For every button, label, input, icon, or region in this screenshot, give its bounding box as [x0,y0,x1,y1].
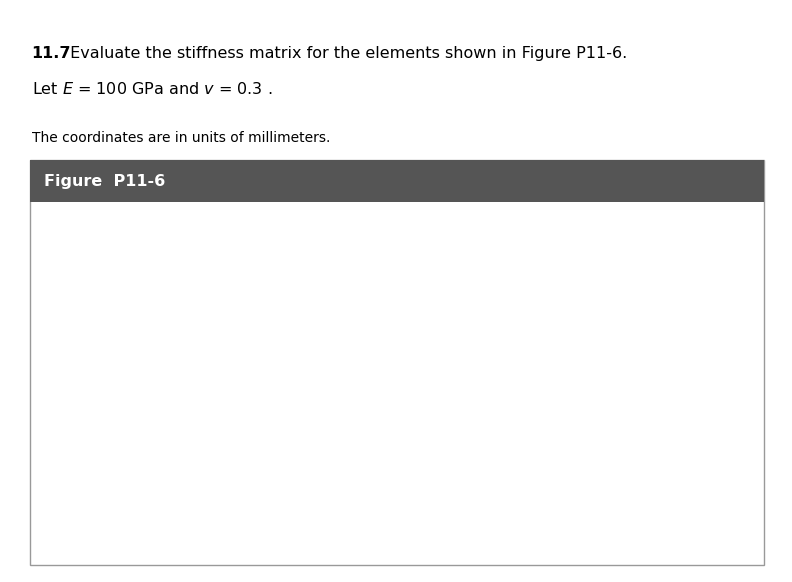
Text: 3: 3 [572,435,579,445]
Text: y: y [147,274,154,286]
Text: y: y [450,262,457,276]
Text: (10, 2, 5): (10, 2, 5) [574,464,626,474]
Text: z: z [394,448,401,461]
Text: x: x [680,386,687,399]
Text: (40, 0, 0): (40, 0, 0) [262,417,313,428]
Text: 2: 2 [592,267,599,277]
Text: (10, 7, 0): (10, 7, 0) [584,255,635,265]
Text: 4: 4 [680,374,687,384]
Text: (b): (b) [555,541,573,554]
Text: (12, 2, 0): (12, 2, 0) [684,380,735,390]
Text: (25, 0, 25): (25, 0, 25) [203,514,261,524]
Text: z: z [81,467,88,480]
Text: (10, 0, 0): (10, 0, 0) [96,396,147,406]
Text: (25, 25, 0): (25, 25, 0) [147,286,206,296]
Text: 1: 1 [447,374,454,384]
Text: 4: 4 [261,390,268,400]
Text: (a): (a) [188,541,206,554]
Text: The coordinates are in units of millimeters.: The coordinates are in units of millimet… [32,131,330,145]
Text: Evaluate the stiffness matrix for the elements shown in Figure P11-6.: Evaluate the stiffness matrix for the el… [65,46,627,61]
Text: x: x [263,398,271,411]
Text: (4, 2, 0): (4, 2, 0) [402,380,447,390]
Text: 3: 3 [201,487,208,496]
Text: 2: 2 [201,288,208,299]
Text: Figure  P11-6: Figure P11-6 [44,173,166,189]
Text: Let $E$ = 100 GPa and $v$ = 0.3 .: Let $E$ = 100 GPa and $v$ = 0.3 . [32,81,272,97]
Text: 1: 1 [139,390,146,400]
Text: 11.7: 11.7 [32,46,71,61]
